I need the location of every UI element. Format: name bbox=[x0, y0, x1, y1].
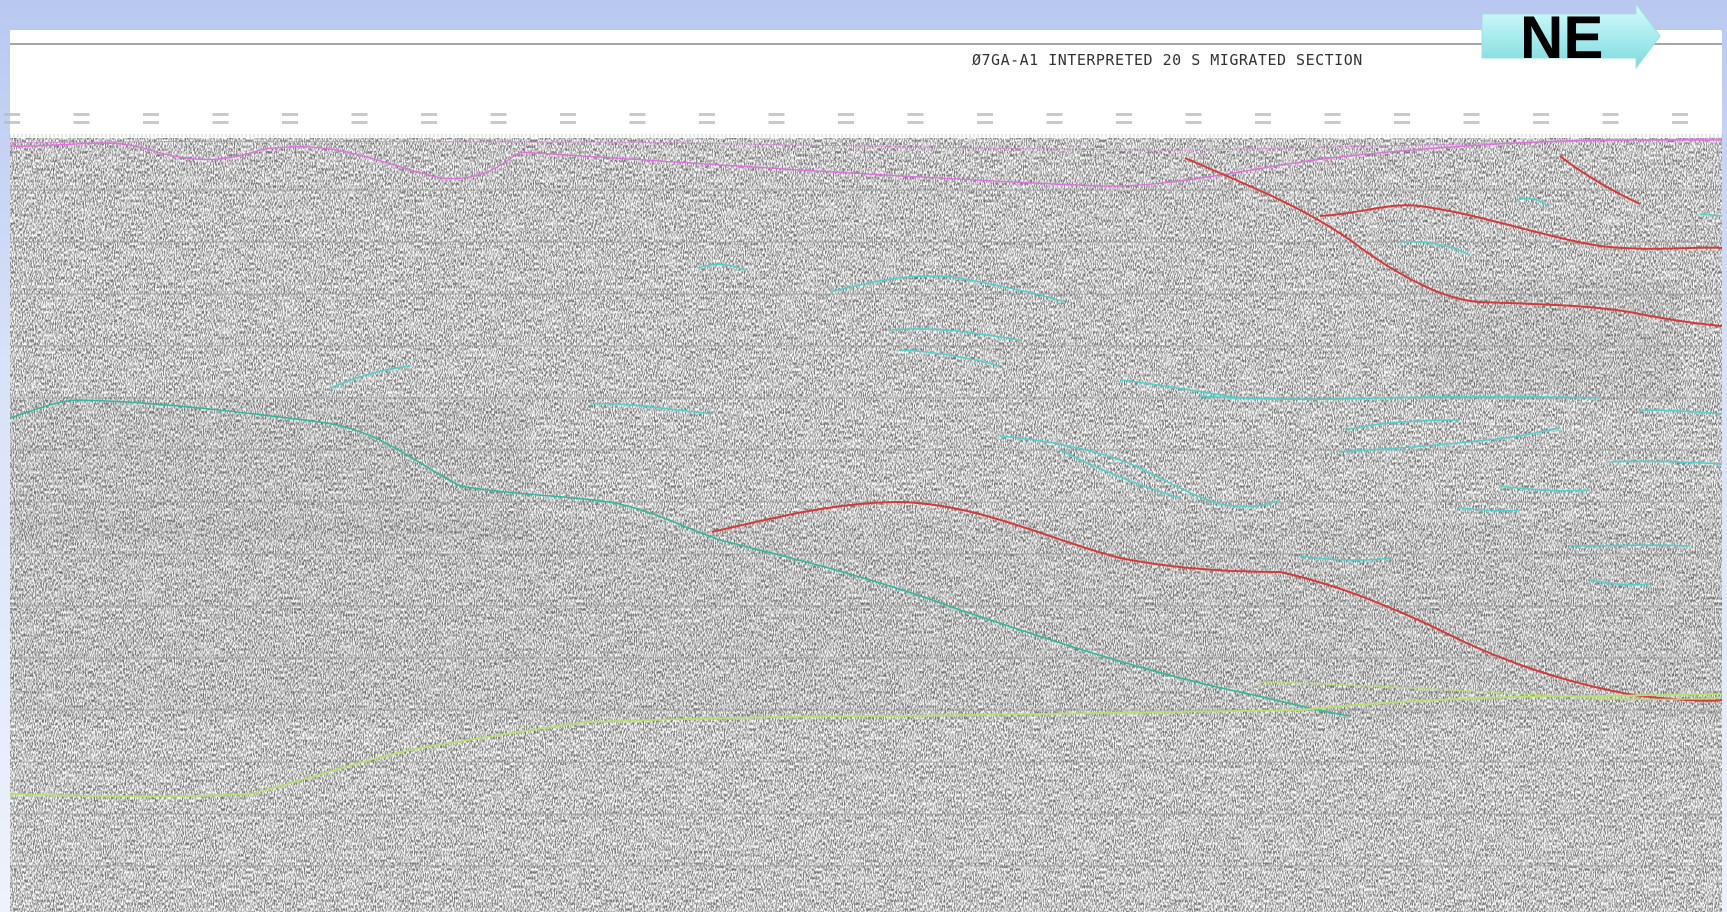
reflector-cyan-14 bbox=[1299, 555, 1391, 561]
shot-point-label-mark bbox=[1185, 113, 1202, 124]
shot-point-label-mark bbox=[907, 113, 924, 124]
reflector-cyan-3 bbox=[889, 328, 1021, 341]
reflector-cyan-11 bbox=[1499, 485, 1591, 492]
fault-small-ne bbox=[1559, 155, 1641, 205]
shot-point-axis bbox=[4, 113, 1723, 139]
shot-point-label-mark bbox=[629, 113, 646, 124]
reflector-deep-green bbox=[9, 693, 1723, 798]
section-title: Ø7GA-A1 INTERPRETED 20 S MIGRATED SECTIO… bbox=[972, 51, 1363, 69]
shot-point-label-mark bbox=[768, 113, 785, 124]
reflector-cyan-19 bbox=[1699, 213, 1723, 217]
time-lines bbox=[10, 189, 1722, 867]
fault-upper-thrust bbox=[1184, 157, 1723, 327]
reflector-cyan-22 bbox=[1459, 507, 1521, 512]
reflector-cyan-2 bbox=[829, 275, 1066, 303]
reflector-cyan-13 bbox=[1609, 460, 1723, 465]
ne-arrow: NE bbox=[1481, 2, 1661, 71]
reflector-cyan-15 bbox=[1569, 544, 1691, 547]
shot-point-label-mark bbox=[1672, 113, 1688, 124]
shot-point-label-mark bbox=[1602, 113, 1619, 124]
shot-point-label-mark bbox=[73, 113, 90, 124]
fault-upper-branch bbox=[1319, 204, 1723, 250]
seismic-texture bbox=[10, 138, 1722, 912]
reflector-cyan-12 bbox=[1639, 409, 1723, 415]
shot-point-label-mark bbox=[699, 113, 715, 124]
shot-point-label-mark bbox=[1116, 113, 1132, 124]
reflector-cyan-8 bbox=[1119, 379, 1241, 399]
shot-point-label-mark bbox=[1463, 113, 1480, 124]
topography-line bbox=[9, 139, 1722, 187]
fault-deep-thrust bbox=[711, 500, 1723, 702]
shot-point-label-mark bbox=[351, 113, 368, 124]
ne-label: NE bbox=[1520, 4, 1603, 71]
shot-point-label-mark bbox=[143, 113, 159, 124]
reflectors-cyan bbox=[329, 197, 1723, 586]
topography-line-upper bbox=[9, 137, 1723, 151]
reflector-cyan-18 bbox=[1515, 197, 1549, 207]
reflector-dipping-teal bbox=[9, 399, 1351, 717]
reflector-cyan-4 bbox=[899, 349, 1001, 367]
shot-point-label-mark bbox=[282, 113, 298, 124]
reflector-cyan-6 bbox=[999, 435, 1281, 508]
reflector-cyan-21 bbox=[329, 365, 411, 389]
shot-point-label-mark bbox=[4, 113, 20, 124]
reflector-cyan-7 bbox=[1059, 449, 1181, 499]
shot-point-label-mark bbox=[1255, 113, 1271, 124]
shot-point-label-mark bbox=[421, 113, 437, 124]
shot-point-label-mark bbox=[838, 113, 854, 124]
shot-point-label-mark bbox=[1324, 113, 1341, 124]
reflector-cyan-20 bbox=[1199, 395, 1601, 401]
shot-point-label-mark bbox=[490, 113, 507, 124]
reflector-deep-green-east bbox=[1259, 681, 1723, 701]
ne-arrow-icon bbox=[1481, 2, 1661, 70]
reflector-cyan-10 bbox=[1339, 427, 1561, 453]
shot-point-label-mark bbox=[560, 113, 576, 124]
shot-point-label-mark bbox=[1046, 113, 1063, 124]
shot-point-label-mark bbox=[212, 113, 229, 124]
reflector-cyan-5 bbox=[589, 402, 713, 415]
shot-point-label-mark bbox=[1533, 113, 1549, 124]
reflector-cyan-17 bbox=[1399, 240, 1471, 257]
shot-point-label-mark bbox=[1394, 113, 1410, 124]
reflector-cyan-1 bbox=[697, 263, 746, 271]
reflector-cyan-16 bbox=[1589, 579, 1651, 586]
reflector-cyan-9 bbox=[1344, 419, 1461, 431]
shot-point-label-mark bbox=[977, 113, 993, 124]
